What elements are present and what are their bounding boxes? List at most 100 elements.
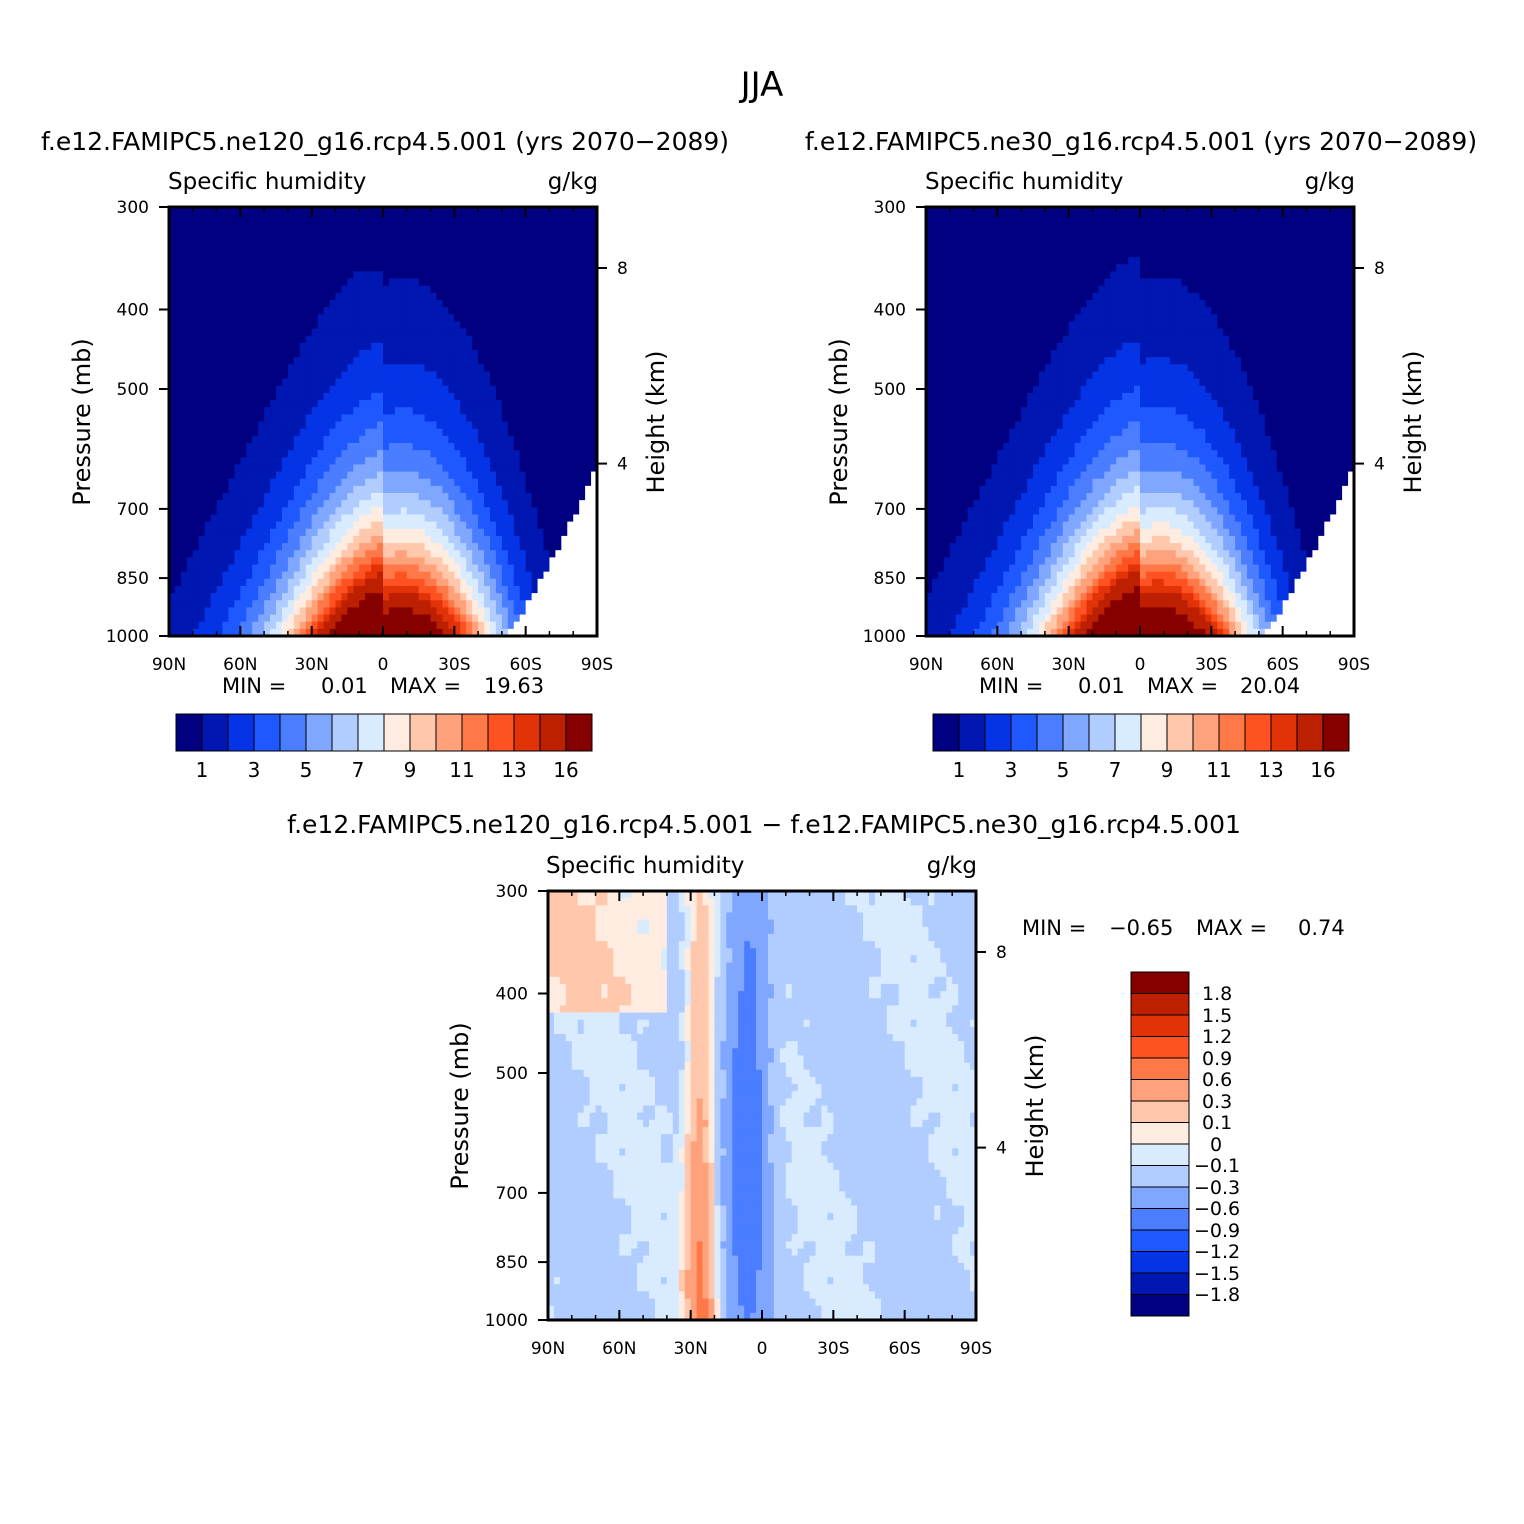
contour-cell — [341, 442, 348, 451]
contour-cell — [955, 428, 963, 437]
contour-cell — [436, 407, 444, 415]
contour-cell — [299, 335, 307, 344]
contour-cell — [258, 407, 265, 415]
contour-cell — [525, 221, 533, 230]
contour-cell — [460, 457, 467, 465]
contour-cell — [276, 328, 283, 337]
contour-cell — [335, 557, 342, 566]
contour-cell — [400, 571, 408, 580]
contour-cell — [943, 228, 951, 237]
contour-cell — [335, 607, 342, 616]
contour-cell — [388, 521, 396, 530]
contour-cell — [412, 628, 420, 637]
contour-cell — [412, 585, 420, 594]
contour-cell — [436, 221, 444, 230]
contour-cell — [169, 564, 176, 573]
contour-cell — [347, 593, 354, 601]
contour-cell — [567, 407, 574, 415]
contour-cell — [240, 314, 247, 322]
contour-cell — [567, 535, 574, 544]
contour-cell — [246, 464, 253, 473]
contour-cell — [537, 371, 545, 380]
contour-cell — [305, 564, 313, 573]
contour-cell — [513, 535, 521, 544]
contour-cell — [555, 335, 562, 344]
contour-cell — [258, 457, 265, 465]
contour-cell — [448, 614, 455, 623]
contour-cell — [501, 364, 509, 373]
contour-cell — [430, 292, 438, 301]
contour-cell — [317, 442, 325, 451]
contour-cell — [240, 593, 247, 601]
contour-cell — [246, 335, 253, 344]
contour-cell — [513, 500, 521, 508]
contour-cell — [174, 585, 182, 594]
contour-cell — [305, 271, 313, 280]
contour-cell — [180, 600, 188, 608]
contour-cell — [388, 400, 396, 408]
contour-cell — [495, 528, 503, 537]
contour-cell — [573, 242, 580, 251]
contour-cell — [400, 321, 408, 330]
contour-cell — [579, 335, 586, 344]
contour-cell — [531, 249, 539, 258]
contour-cell — [519, 550, 527, 558]
contour-cell — [174, 228, 182, 237]
contour-cell — [531, 392, 539, 401]
contour-cell — [955, 528, 963, 537]
contour-cell — [394, 299, 402, 308]
contour-cell — [228, 621, 235, 630]
contour-cell — [585, 292, 592, 301]
contour-cell — [299, 264, 307, 272]
contour-cell — [174, 435, 182, 444]
contour-cell — [406, 464, 414, 473]
contour-cell — [537, 278, 545, 287]
contour-cell — [472, 299, 479, 308]
colorbar-label: 1 — [196, 758, 209, 782]
contour-cell — [299, 450, 307, 458]
contour-cell — [204, 421, 212, 430]
contour-cell — [573, 314, 580, 322]
contour-cell — [943, 221, 951, 230]
contour-cell — [383, 342, 390, 351]
contour-cell — [169, 550, 176, 558]
contour-cell — [513, 550, 521, 558]
contour-cell — [400, 478, 408, 487]
contour-cell — [424, 257, 432, 265]
contour-cell — [955, 435, 963, 444]
contour-cell — [519, 350, 527, 358]
contour-cell — [240, 585, 247, 594]
contour-cell — [353, 628, 360, 637]
contour-cell — [513, 364, 521, 373]
contour-cell — [323, 600, 331, 608]
contour-cell — [192, 500, 200, 508]
contour-cell — [400, 357, 408, 365]
contour-cell — [383, 400, 390, 408]
contour-cell — [973, 385, 981, 394]
contour-cell — [311, 578, 319, 587]
contour-cell — [525, 471, 533, 480]
contour-cell — [180, 521, 188, 530]
contour-cell — [561, 571, 568, 580]
contour-cell — [281, 428, 289, 437]
contour-cell — [495, 407, 503, 415]
contour-cell — [955, 335, 963, 344]
contour-cell — [276, 550, 283, 558]
contour-cell — [555, 628, 562, 637]
contour-cell — [234, 521, 241, 530]
contour-cell — [430, 307, 438, 315]
contour-cell — [228, 357, 235, 365]
contour-cell — [258, 421, 265, 430]
contour-cell — [216, 292, 224, 301]
stat-max-label: MAX = — [390, 674, 461, 698]
contour-cell — [299, 221, 307, 230]
contour-cell — [287, 442, 295, 451]
contour-cell — [549, 407, 556, 415]
contour-cell — [436, 514, 444, 523]
contour-cell — [937, 471, 945, 480]
contour-cell — [591, 500, 598, 508]
contour-cell — [240, 442, 247, 451]
contour-cell — [495, 628, 503, 637]
contour-cell — [591, 514, 598, 523]
contour-cell — [252, 571, 259, 580]
